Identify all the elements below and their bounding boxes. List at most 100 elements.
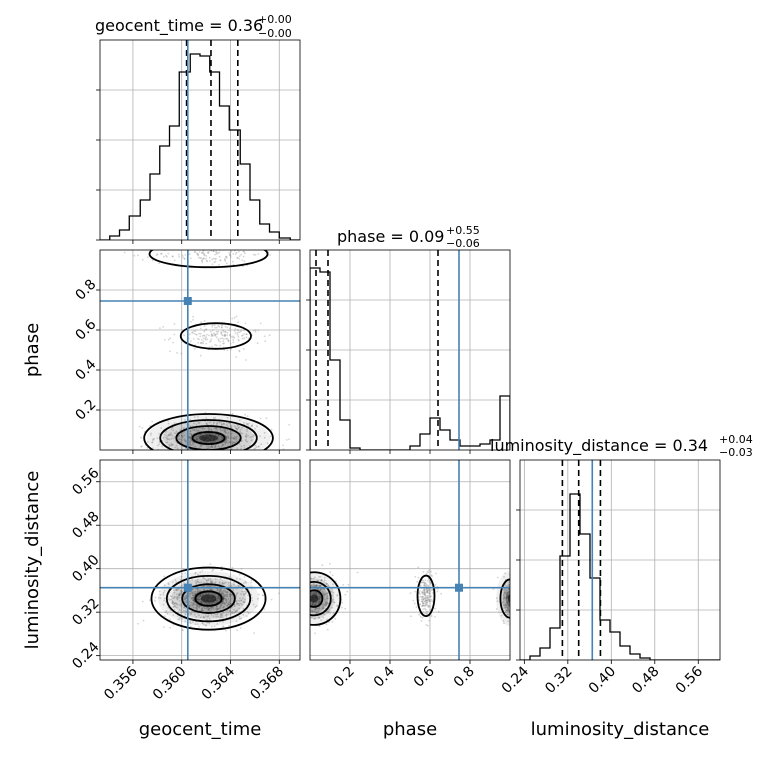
sample-point [296, 596, 298, 598]
sample-point [144, 246, 146, 248]
sample-point [221, 326, 223, 329]
sample-point [236, 424, 239, 427]
sample-point [210, 338, 213, 340]
sample-point [288, 610, 290, 612]
sample-point [191, 597, 194, 600]
sample-point [199, 332, 202, 335]
sample-point [235, 603, 238, 606]
sample-point [243, 250, 245, 253]
sample-point [220, 592, 223, 595]
sample-point [426, 594, 429, 597]
sample-point [251, 424, 254, 427]
sample-point [312, 582, 315, 585]
sample-point [234, 441, 237, 444]
sample-point [229, 254, 232, 257]
sample-point [430, 614, 433, 616]
sample-point [219, 456, 221, 458]
sample-point [193, 332, 196, 335]
sample-point [196, 337, 199, 340]
sample-point [306, 599, 308, 601]
sample-point [245, 436, 248, 439]
sample-point [179, 593, 182, 595]
sample-point [269, 254, 272, 256]
sample-point [191, 592, 194, 594]
sample-point [506, 595, 509, 598]
sample-point [428, 592, 431, 595]
sample-point [169, 350, 171, 353]
sample-point [195, 438, 198, 440]
sample-point [208, 622, 211, 625]
sample-point [195, 608, 198, 611]
sample-point [322, 593, 325, 596]
sample-point [426, 591, 429, 593]
sample-point [225, 616, 228, 619]
contour-line [194, 590, 223, 607]
sample-point [200, 581, 203, 584]
sample-point [417, 566, 420, 569]
sample-point [221, 451, 223, 453]
sample-point [158, 590, 161, 593]
sample-point [511, 592, 513, 594]
sample-point [146, 441, 149, 443]
sample-point [151, 259, 154, 262]
sample-point [170, 432, 172, 434]
sample-point [180, 246, 182, 248]
sample-point [192, 590, 195, 593]
sample-point [202, 250, 205, 253]
sample-point [238, 426, 240, 429]
sample-point [244, 592, 247, 594]
sample-point [231, 612, 234, 615]
xlabel-phase: phase [383, 719, 437, 740]
sample-point [511, 616, 513, 618]
sample-point [203, 588, 206, 591]
sample-point [225, 262, 228, 265]
sample-point [244, 359, 247, 361]
sample-point [151, 441, 154, 443]
sample-point [158, 596, 160, 599]
sample-point [512, 590, 514, 592]
sample-point [326, 597, 329, 600]
sample-point [214, 326, 217, 329]
sample-point [221, 429, 224, 432]
sample-point [180, 604, 183, 606]
sample-point [422, 604, 425, 607]
sample-point [203, 616, 205, 618]
truth-marker [183, 583, 192, 592]
sample-point [221, 612, 224, 615]
sample-point [178, 596, 181, 599]
sample-point [425, 612, 427, 615]
sample-point [190, 444, 192, 446]
sample-point [183, 462, 185, 464]
sample-point [189, 593, 192, 595]
sample-point [211, 263, 214, 266]
sample-point [305, 618, 307, 620]
sample-point [514, 598, 516, 600]
sample-point [243, 329, 245, 332]
sample-point [160, 427, 163, 429]
sample-point [210, 445, 213, 448]
sample-point [224, 260, 227, 262]
sample-point [154, 596, 157, 599]
sample-point [240, 593, 242, 595]
sample-point [226, 424, 229, 427]
sample-point [301, 604, 303, 606]
sample-point [202, 440, 205, 443]
x-tick-label: 0.56 [673, 663, 706, 696]
sample-point [216, 428, 218, 431]
sample-point [314, 608, 316, 611]
sample-point [233, 441, 236, 444]
sample-point [228, 441, 231, 443]
sample-point [176, 596, 178, 599]
sample-point [175, 588, 178, 591]
sample-point [201, 341, 204, 344]
sample-point [251, 435, 253, 438]
sample-point [211, 325, 214, 328]
sample-point [167, 451, 169, 453]
sample-point [209, 577, 212, 580]
sample-point [173, 437, 175, 440]
sample-point [229, 609, 231, 612]
sample-point [514, 593, 516, 595]
sample-point [319, 589, 322, 592]
sample-point [425, 582, 427, 585]
sample-point [232, 589, 235, 592]
